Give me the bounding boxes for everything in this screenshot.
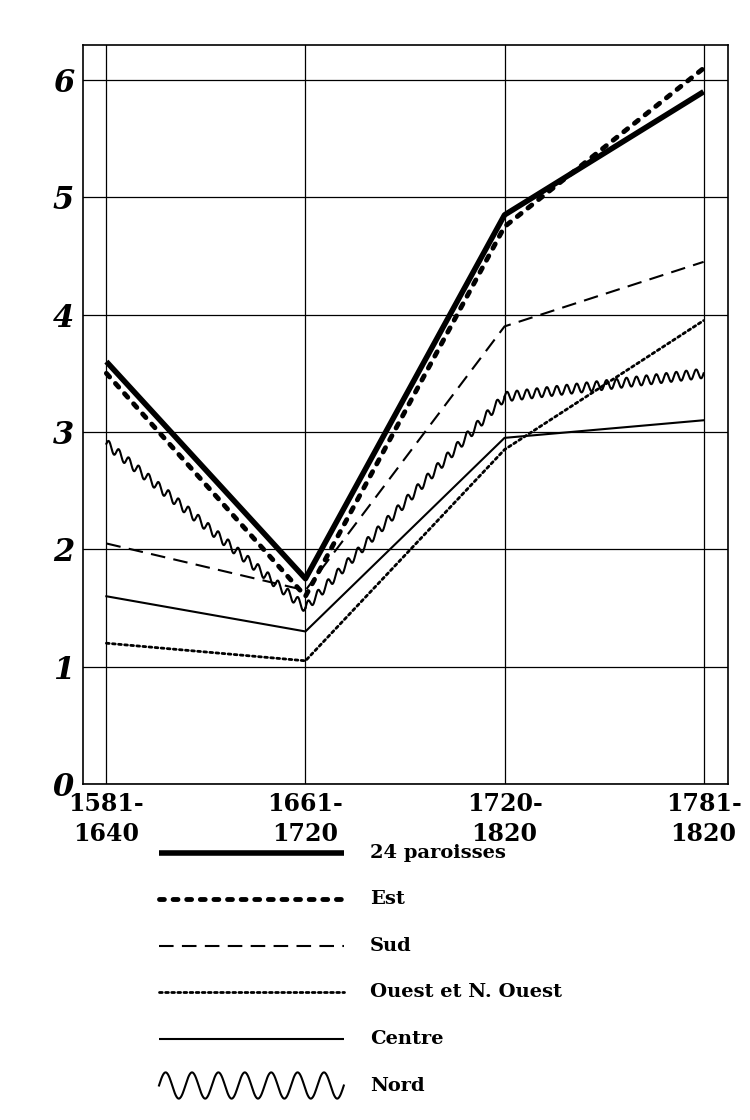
Text: Centre: Centre <box>370 1030 444 1048</box>
Text: Nord: Nord <box>370 1076 424 1094</box>
Text: 24 paroisses: 24 paroisses <box>370 843 506 861</box>
Text: Sud: Sud <box>370 936 412 954</box>
Text: Ouest et N. Ouest: Ouest et N. Ouest <box>370 983 562 1001</box>
Text: Est: Est <box>370 890 405 908</box>
